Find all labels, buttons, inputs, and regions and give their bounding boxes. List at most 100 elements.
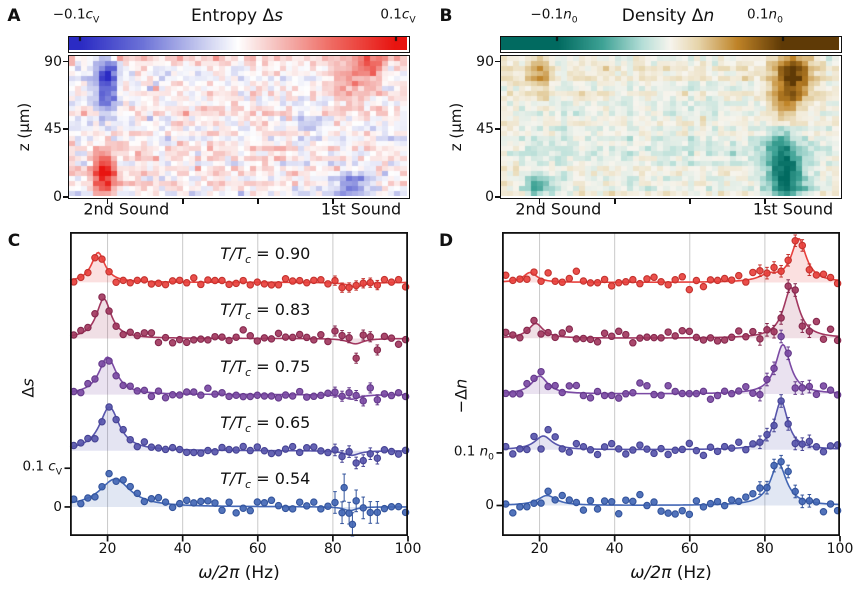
data-point xyxy=(791,384,799,392)
data-point xyxy=(650,498,658,506)
data-point xyxy=(763,269,771,277)
data-point xyxy=(798,384,807,392)
data-point xyxy=(366,278,375,287)
data-point xyxy=(98,417,106,426)
panel-letter-a: A xyxy=(7,6,21,26)
density_spectra-xtick-label: 100 xyxy=(826,541,854,557)
temperature-label-0.54: T/Tc = 0.54 xyxy=(220,468,311,492)
entropy_heatmap-xtick xyxy=(106,199,109,204)
density_heatmap-ytick-mark xyxy=(495,60,500,63)
data-point xyxy=(523,326,531,335)
data-point xyxy=(777,314,785,322)
data-point xyxy=(551,333,559,342)
data-point xyxy=(784,420,792,428)
data-point xyxy=(295,448,304,457)
data-point xyxy=(791,237,799,245)
data-point xyxy=(650,333,658,342)
fit-line xyxy=(501,343,841,395)
data-point xyxy=(742,382,750,391)
data-point xyxy=(735,438,743,446)
fit-fill xyxy=(70,407,408,456)
entropy_heatmap-mode-label-2: 1st Sound xyxy=(320,199,402,219)
data-point xyxy=(544,487,552,496)
data-point xyxy=(544,269,552,277)
data-point xyxy=(622,278,630,286)
data-point xyxy=(352,391,360,400)
data-point xyxy=(352,281,360,290)
data-point xyxy=(394,275,403,284)
data-point xyxy=(622,496,630,504)
density_heatmap-frame xyxy=(500,55,842,199)
entropy_spectra-plot xyxy=(64,231,410,542)
data-point xyxy=(77,499,85,508)
data-point xyxy=(742,278,750,286)
entropy_heatmap-mode-label-1: 2nd Sound xyxy=(83,199,170,219)
data-point xyxy=(812,498,821,506)
entropy_heatmap-ytick-mark xyxy=(63,60,68,63)
data-point xyxy=(295,330,304,339)
data-point xyxy=(523,445,531,454)
density_heatmap-ytick-mark xyxy=(495,196,500,198)
data-point xyxy=(727,333,736,342)
data-point xyxy=(232,509,240,517)
data-point xyxy=(756,335,764,343)
data-point xyxy=(544,382,552,391)
data-point xyxy=(267,281,276,289)
data-point xyxy=(650,449,658,458)
data-point xyxy=(154,338,163,347)
data-point xyxy=(777,332,785,341)
data-point xyxy=(394,388,403,397)
data-point xyxy=(671,276,679,284)
data-point xyxy=(105,357,113,365)
data-point xyxy=(756,390,764,399)
data-point xyxy=(720,387,729,396)
data-point xyxy=(387,502,396,511)
data-point xyxy=(211,499,219,507)
data-point xyxy=(161,393,170,402)
data-point xyxy=(636,334,644,342)
data-point xyxy=(692,497,701,505)
data-point xyxy=(579,506,588,514)
data-point xyxy=(84,494,92,502)
data-point xyxy=(678,273,687,281)
data-point xyxy=(579,334,588,343)
entropy_heatmap-xtick xyxy=(181,199,184,204)
data-point xyxy=(671,387,679,396)
data-point xyxy=(572,498,581,507)
data-point xyxy=(607,332,616,341)
data-point xyxy=(345,447,353,456)
entropy_heatmap-xtick xyxy=(256,199,259,204)
data-point xyxy=(643,333,651,341)
data-point xyxy=(629,339,637,347)
data-point xyxy=(770,327,778,336)
data-point xyxy=(579,277,588,285)
data-point xyxy=(112,477,120,485)
data-point xyxy=(387,391,396,400)
data-point xyxy=(140,329,149,337)
data-point xyxy=(352,354,360,362)
data-point xyxy=(373,508,382,517)
temperature-label-0.75: T/Tc = 0.75 xyxy=(220,356,311,379)
entropy_heatmap-xtick xyxy=(332,199,334,204)
data-point xyxy=(770,461,778,470)
fit-line xyxy=(69,478,409,512)
temperature-label-0.83: T/Tc = 0.83 xyxy=(220,300,311,323)
data-point xyxy=(331,498,339,507)
data-point xyxy=(218,333,226,341)
entropy_heatmap-ytick-label: 90 xyxy=(44,53,62,70)
density_heatmap-xtick xyxy=(764,199,766,204)
data-point xyxy=(119,425,127,434)
data-point xyxy=(175,276,184,285)
data-point xyxy=(133,442,142,451)
data-point xyxy=(643,501,651,510)
data-point xyxy=(756,484,764,492)
data-point xyxy=(147,329,156,337)
data-point xyxy=(572,439,581,448)
data-point xyxy=(720,501,729,510)
data-point xyxy=(84,268,92,277)
data-point xyxy=(629,388,637,397)
entropy-heatmap-title: Entropy Δs xyxy=(191,6,283,26)
data-point xyxy=(211,276,219,285)
data-point xyxy=(267,335,276,343)
data-point xyxy=(324,502,332,510)
